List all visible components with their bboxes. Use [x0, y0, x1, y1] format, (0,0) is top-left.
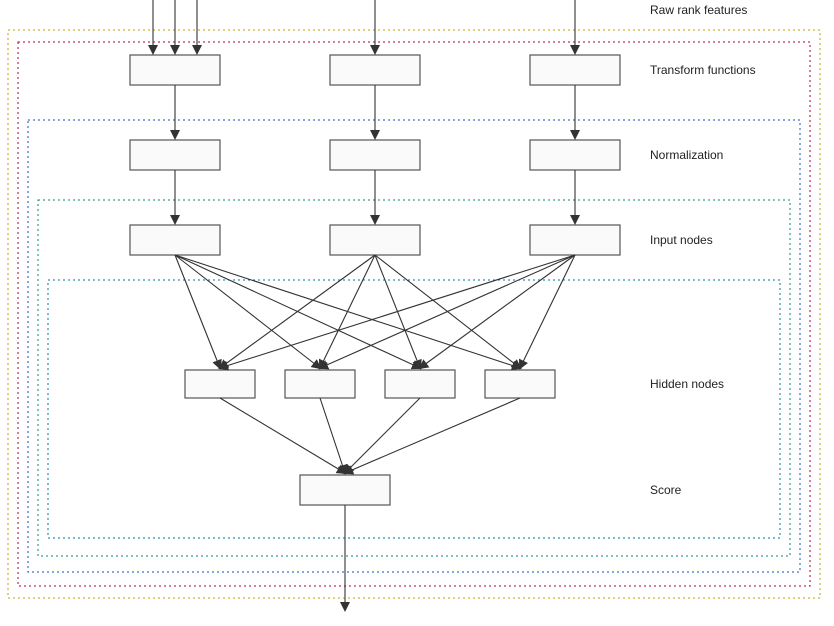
normalization-box-1 — [330, 140, 420, 170]
hidden-node-3 — [485, 370, 555, 398]
container-outer — [8, 30, 820, 598]
normalization-box-2 — [530, 140, 620, 170]
hidden-node-0 — [185, 370, 255, 398]
label-hidden: Hidden nodes — [650, 377, 724, 391]
network-diagram: Raw rank features Transform functions Norm… — [0, 0, 834, 626]
hidden-node-2 — [385, 370, 455, 398]
label-transform: Transform functions — [650, 63, 756, 77]
input-node-2 — [530, 225, 620, 255]
label-raw: Raw rank features — [650, 3, 747, 17]
input-to-hidden — [520, 255, 575, 368]
transform-box-0 — [130, 55, 220, 85]
normalization-box-0 — [130, 140, 220, 170]
transform-box-1 — [330, 55, 420, 85]
label-input: Input nodes — [650, 233, 713, 247]
transform-box-2 — [530, 55, 620, 85]
hidden-to-score — [220, 398, 345, 473]
input-node-0 — [130, 225, 220, 255]
score-node — [300, 475, 390, 505]
container-c5 — [48, 280, 780, 538]
hidden-to-score — [345, 398, 420, 473]
hidden-node-1 — [285, 370, 355, 398]
input-node-1 — [330, 225, 420, 255]
container-c3 — [28, 120, 800, 572]
hidden-to-score — [345, 398, 520, 473]
input-to-hidden — [320, 255, 375, 368]
label-score: Score — [650, 483, 682, 497]
hidden-to-score — [320, 398, 345, 473]
input-to-hidden — [320, 255, 575, 368]
container-c2 — [18, 42, 810, 586]
label-normal: Normalization — [650, 148, 723, 162]
